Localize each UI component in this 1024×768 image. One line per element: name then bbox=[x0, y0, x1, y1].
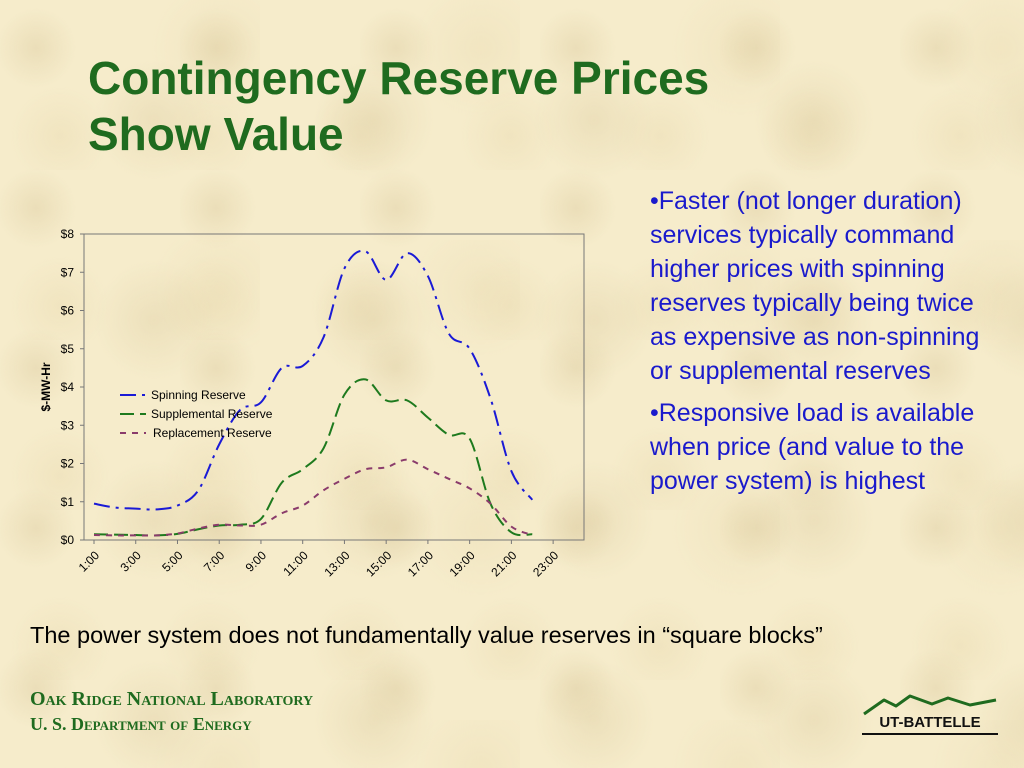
org-name: Oak Ridge National Laboratory bbox=[30, 688, 314, 710]
replacement-reserve-line bbox=[93, 458, 533, 537]
y-tick-label: $5 bbox=[61, 342, 75, 356]
org-department: U. S. Department of Energy bbox=[30, 714, 252, 734]
y-tick-label: $4 bbox=[61, 380, 75, 394]
x-tick-label: 11:00 bbox=[280, 548, 311, 579]
legend-label-replacement: Replacement Reserve bbox=[153, 426, 272, 440]
x-tick-label: 1:00 bbox=[76, 548, 103, 575]
y-tick-label: $6 bbox=[61, 304, 75, 318]
plot-area bbox=[83, 233, 585, 541]
x-tick-label: 23:00 bbox=[530, 548, 561, 579]
y-axis-ticks: $0 $1 $2 $3 $4 $5 $6 $7 $8 bbox=[61, 227, 84, 547]
y-tick-label: $0 bbox=[61, 533, 75, 547]
legend-item-spinning: Spinning Reserve bbox=[120, 388, 246, 402]
x-tick-label: 7:00 bbox=[201, 548, 228, 575]
y-tick-label: $8 bbox=[61, 227, 75, 241]
supplemental-reserve-line bbox=[93, 378, 533, 537]
x-axis-ticks: 1:00 3:00 5:00 7:00 9:00 11:00 13:00 15:00 17:00… bbox=[76, 540, 561, 579]
spinning-reserve-line bbox=[93, 249, 534, 511]
logo-mountain-icon bbox=[863, 694, 997, 716]
x-tick-label: 15:00 bbox=[363, 548, 394, 579]
price-chart: $0$1$2$3$4$5$6$7$8 1:00 3:00 5:00 7:00 9:00 1… bbox=[39, 227, 585, 579]
bullet-list: •Faster (not longer duration) services t… bbox=[650, 184, 1000, 506]
y-tick-label: $1 bbox=[61, 495, 75, 509]
legend-label-spinning: Spinning Reserve bbox=[151, 388, 246, 402]
slide-title: Contingency Reserve Prices Show Value bbox=[88, 50, 908, 162]
logo-text: UT-BATTELLE bbox=[879, 714, 980, 731]
y-tick-label: $7 bbox=[61, 265, 75, 279]
title-line-2: Show Value bbox=[88, 108, 344, 160]
legend: Spinning Reserve Supplemental Reserve Re… bbox=[120, 388, 273, 440]
y-tick-label: $2 bbox=[61, 457, 75, 471]
bullet-item-1: •Faster (not longer duration) services t… bbox=[650, 187, 980, 385]
y-tick-label: $3 bbox=[61, 418, 75, 432]
legend-label-supplemental: Supplemental Reserve bbox=[151, 407, 273, 421]
series-lines bbox=[93, 249, 534, 537]
y-axis-label: $-MW-Hr bbox=[39, 362, 53, 411]
bullet-item-2: •Responsive load is available when price… bbox=[650, 399, 975, 495]
x-tick-label: 3:00 bbox=[117, 548, 144, 575]
x-tick-label: 17:00 bbox=[405, 548, 436, 579]
x-tick-label: 19:00 bbox=[447, 548, 478, 579]
title-line-1: Contingency Reserve Prices bbox=[88, 52, 710, 104]
legend-item-replacement: Replacement Reserve bbox=[120, 426, 272, 440]
footer-statement: The power system does not fundamentally … bbox=[30, 622, 823, 648]
x-tick-label: 21:00 bbox=[488, 548, 519, 579]
x-tick-label: 5:00 bbox=[159, 548, 186, 575]
ut-battelle-logo: UT-BATTELLE bbox=[862, 694, 998, 735]
x-tick-label: 9:00 bbox=[243, 548, 270, 575]
x-tick-label: 13:00 bbox=[321, 548, 352, 579]
legend-item-supplemental: Supplemental Reserve bbox=[120, 407, 273, 421]
